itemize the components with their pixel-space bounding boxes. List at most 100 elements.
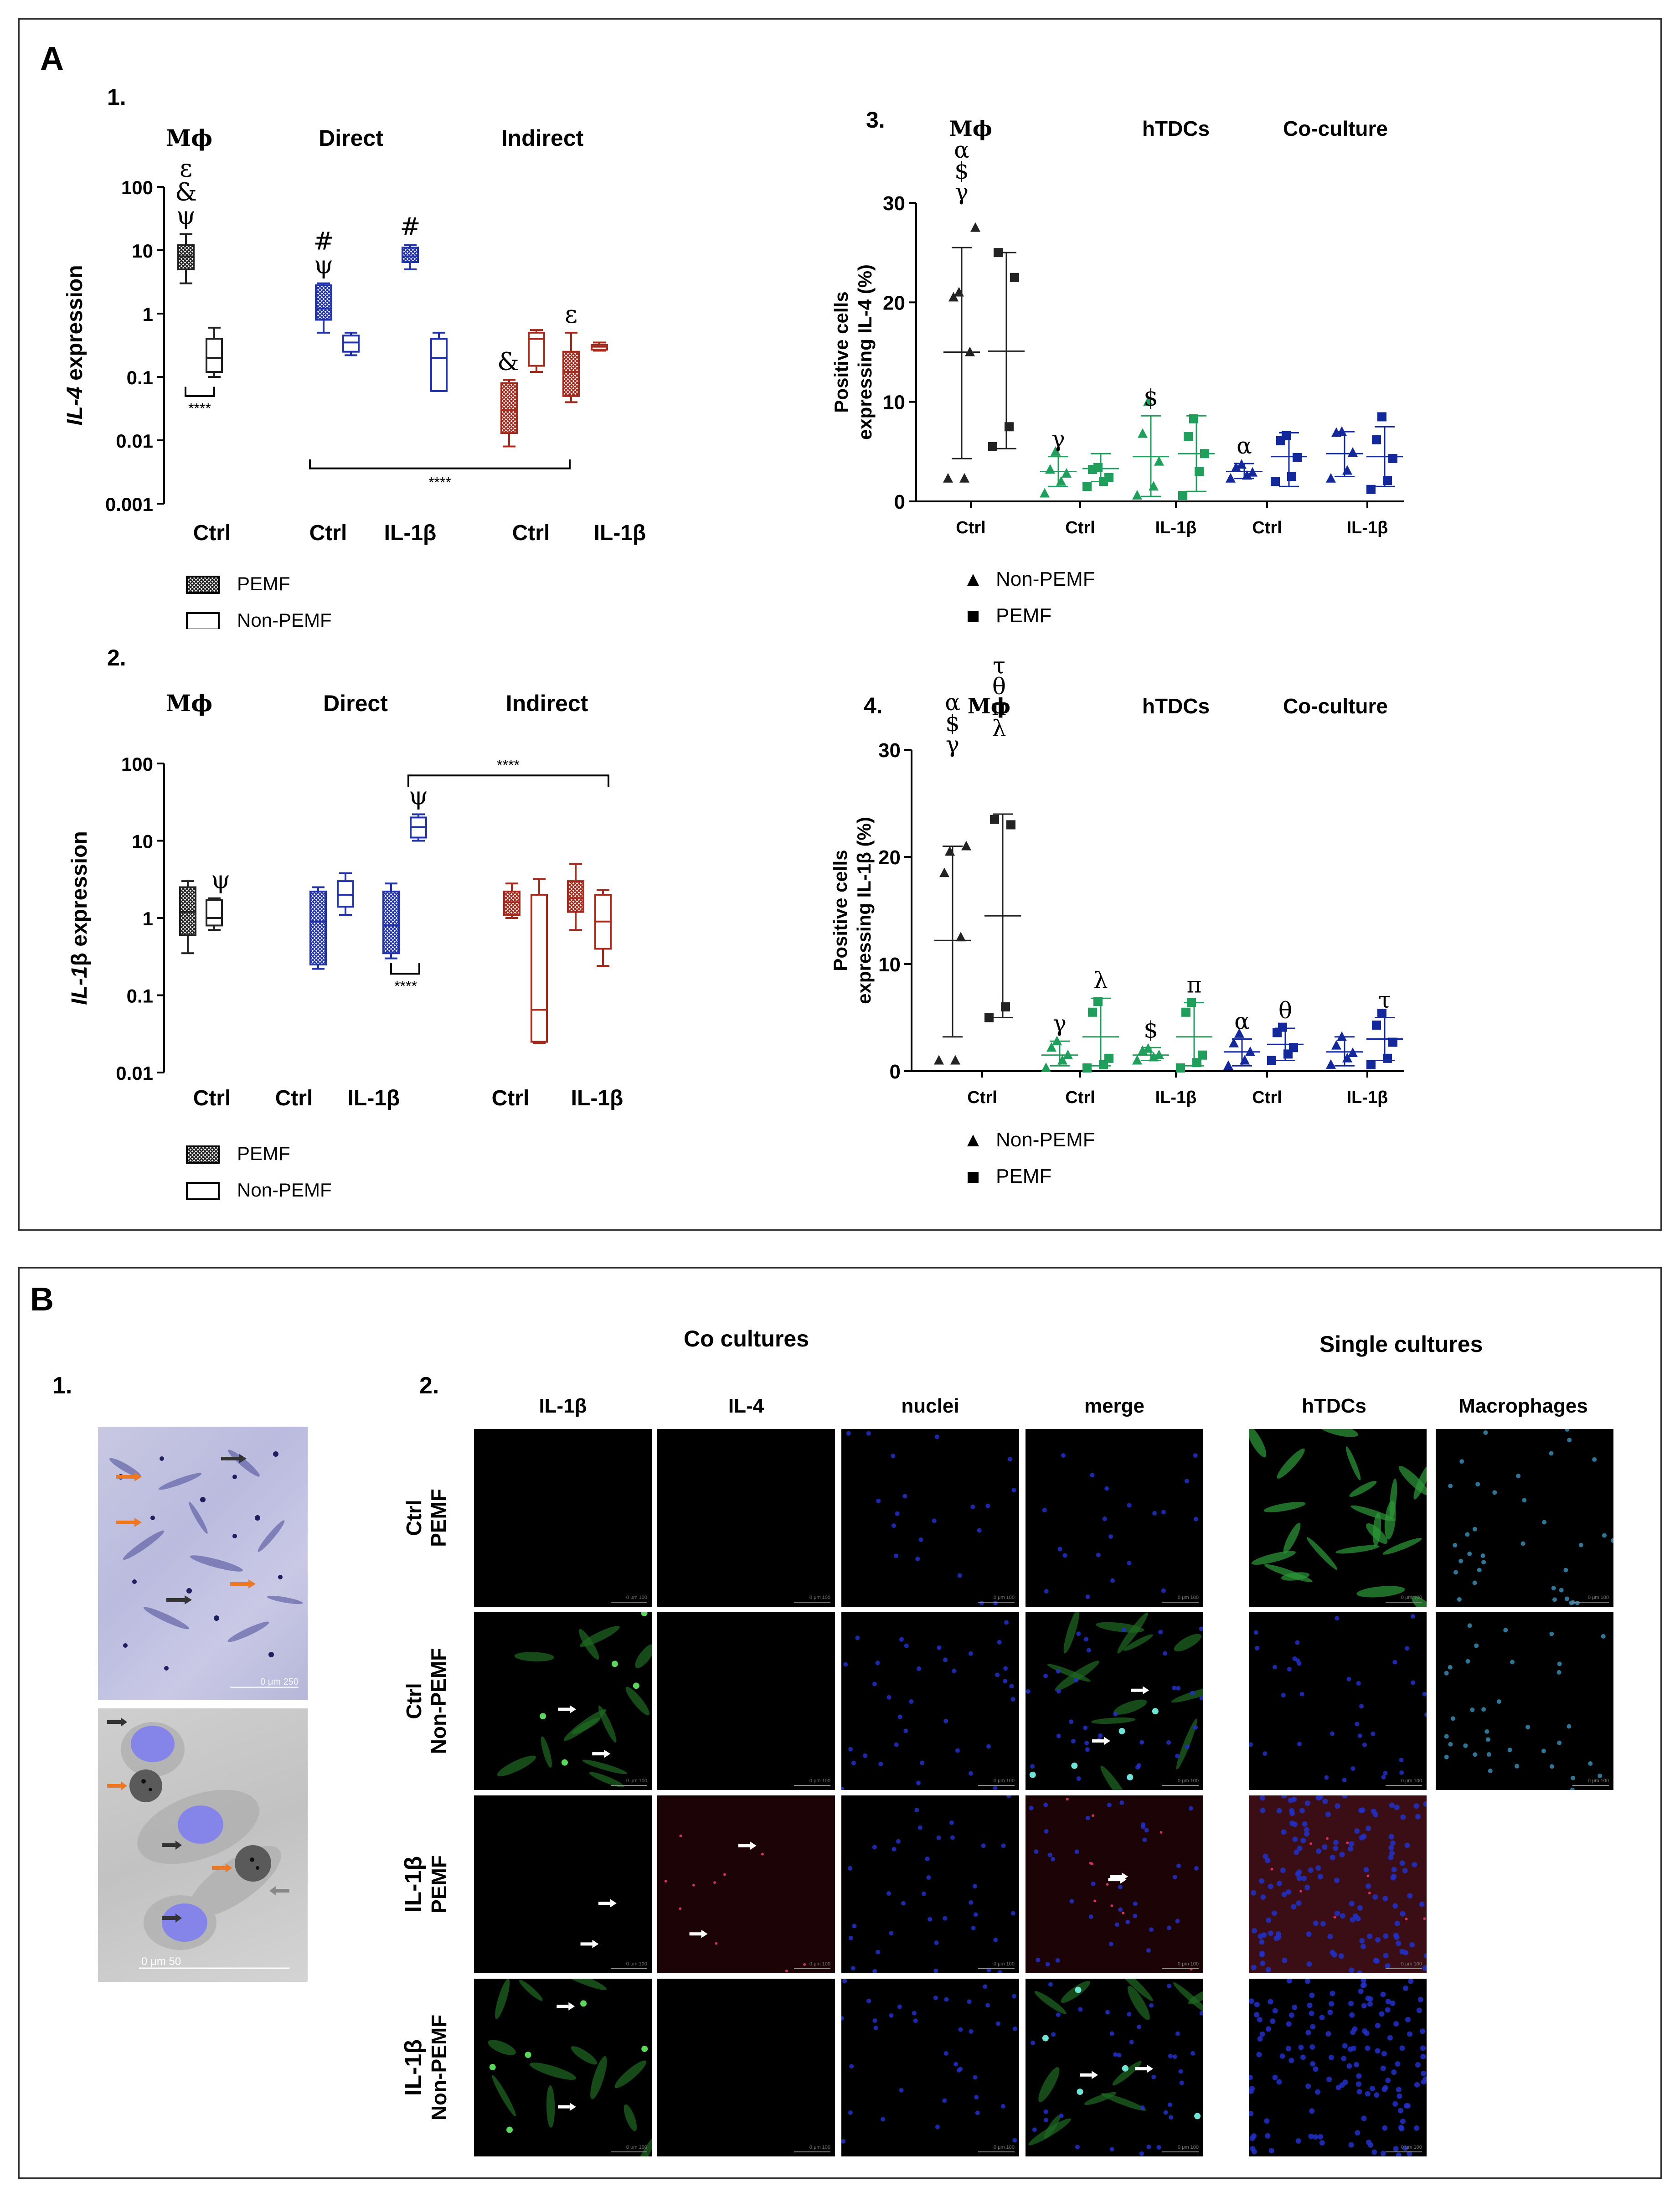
nucleus (1381, 2051, 1387, 2057)
nucleus (1279, 2053, 1285, 2059)
nucleus (1096, 1552, 1101, 1558)
red-dot (803, 1963, 806, 1966)
nucleus (1047, 1852, 1052, 1857)
box-pemf (179, 880, 196, 954)
nucleus (1074, 1849, 1079, 1854)
nucleus (1010, 1911, 1015, 1916)
nucleus (904, 1643, 909, 1648)
significance-symbol: # (400, 212, 420, 241)
nucleus (1557, 1740, 1562, 1745)
nucleus (1371, 1731, 1376, 1736)
nucleus (1139, 2151, 1144, 2156)
data-point (956, 932, 966, 942)
nucleus (1335, 1803, 1340, 1809)
nucleus (1091, 1881, 1096, 1886)
arrow-head (701, 1929, 708, 1938)
nucleus (1385, 2007, 1391, 2013)
nucleus (933, 1968, 938, 1973)
nucleus (922, 1891, 927, 1896)
nucleus (1268, 2148, 1274, 2154)
nucleus (1362, 2028, 1368, 2034)
scale-bar-label: 0 μm 100 (1401, 1961, 1422, 1967)
bright-cell (1075, 1986, 1082, 1993)
nucleus (1318, 2134, 1324, 2140)
nucleus (1411, 1680, 1416, 1685)
cell (1127, 1986, 1150, 2020)
red-dot (1089, 1862, 1092, 1865)
data-point (1093, 463, 1103, 472)
box-pemf (402, 244, 419, 270)
nucleus (1399, 2125, 1405, 2131)
red-dot (1066, 1798, 1069, 1801)
nucleus (1409, 1942, 1415, 1948)
row-label-il1b-nonpemf-line2: Non-PEMF (427, 2014, 451, 2121)
chart-il1b-expression: 2. 0.01 0.1 1 10 100 IL-1β expression Mϕ Direct I… (67, 645, 623, 1201)
data-point (1104, 1053, 1113, 1063)
nucleus (1176, 1686, 1181, 1691)
cell (1063, 1612, 1080, 1654)
nucleus (1251, 1965, 1257, 1970)
cell (1114, 1979, 1153, 2001)
significance-symbol: α (954, 137, 969, 163)
nucleus (1109, 2147, 1114, 2152)
nucleus (1342, 1778, 1347, 1783)
nucleus (1407, 1893, 1413, 1899)
data-point (1348, 447, 1358, 457)
nucleus (1151, 2074, 1156, 2079)
nucleus (1125, 1919, 1130, 1924)
nucleus (957, 1573, 962, 1578)
x-tick-label: Ctrl (1065, 518, 1095, 537)
cell (1034, 1991, 1067, 2014)
nucleus (968, 1651, 973, 1656)
box-pemf (503, 882, 520, 919)
y-tick-label: 20 (878, 846, 901, 869)
nucleus (1355, 1916, 1361, 1922)
nucleus (985, 1503, 990, 1508)
nucleus (1305, 2030, 1311, 2036)
nucleus (1263, 1751, 1268, 1756)
legend-swatch-pemf (186, 1145, 220, 1164)
nucleus (889, 2013, 894, 2018)
nucleus (1373, 1958, 1379, 1964)
cell (1318, 1429, 1358, 1437)
nucleus (1141, 1824, 1146, 1829)
cell (572, 1717, 601, 1734)
red-dot (1423, 1917, 1426, 1920)
nucleus (970, 1504, 975, 1509)
col-header-nuclei: nuclei (901, 1395, 959, 1417)
data-point (1377, 412, 1386, 422)
significance-symbol: π (1187, 972, 1202, 998)
cell (1366, 1523, 1388, 1544)
nucleus (1313, 2134, 1319, 2140)
toluidine-blue-image: 0 μm 250 (98, 1427, 308, 1700)
scale-bar-label: 0 μm 100 (626, 1595, 647, 1600)
nucleus (1350, 1766, 1355, 1771)
nucleus (1420, 2053, 1426, 2059)
bright-cell (1122, 2065, 1129, 2072)
data-point (1223, 1060, 1233, 1070)
red-dot (1346, 1841, 1349, 1844)
nucleus (932, 1518, 937, 1523)
data-point (1143, 396, 1153, 406)
series-non-pemf (1132, 1043, 1169, 1065)
nucleus (1252, 1928, 1257, 1934)
nucleus (1026, 1689, 1031, 1694)
nucleus (1178, 2069, 1183, 2074)
nucleus (912, 2011, 917, 2016)
nucleus (1281, 1795, 1287, 1799)
nucleus (1400, 1814, 1406, 1820)
y-axis-label: IL-4 expression (63, 265, 87, 425)
nucleus (1199, 1696, 1203, 1701)
nucleus (1588, 1761, 1593, 1766)
arrow-head (592, 1939, 599, 1948)
nucleus (1199, 2011, 1203, 2016)
nucleus (1399, 1949, 1405, 1955)
nucleus (899, 1637, 904, 1642)
data-point (1104, 473, 1113, 482)
arrow-head (1143, 1686, 1149, 1695)
nucleus (996, 2021, 1001, 2026)
nucleus (843, 1662, 848, 1667)
nucleus (1360, 1982, 1366, 1988)
red-dot (1326, 1837, 1329, 1840)
significance-bracket (185, 387, 215, 397)
